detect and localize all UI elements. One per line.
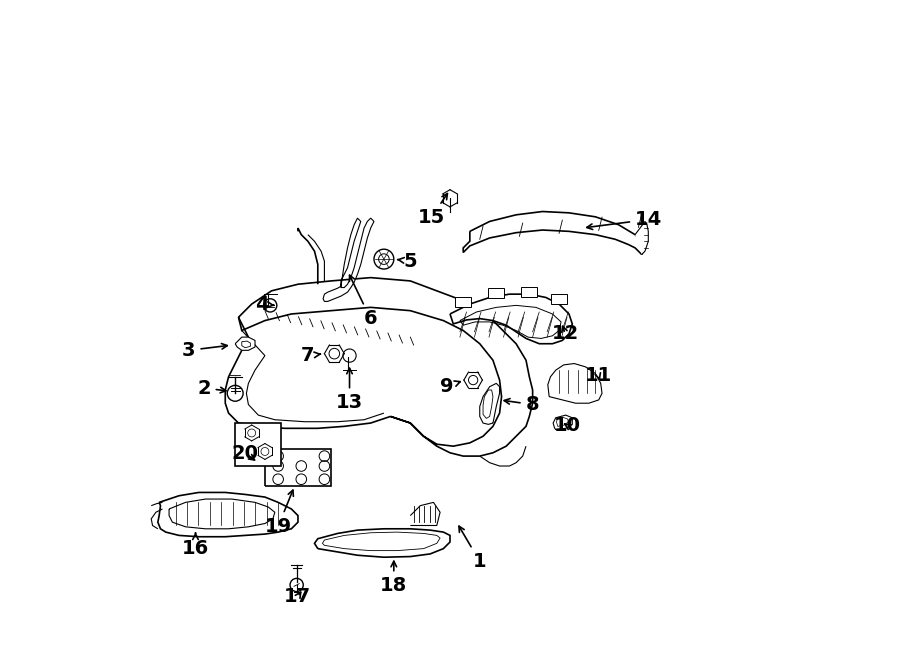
Text: 2: 2: [197, 379, 226, 397]
Text: 16: 16: [182, 533, 209, 558]
PathPatch shape: [554, 415, 572, 430]
PathPatch shape: [323, 218, 374, 301]
FancyBboxPatch shape: [455, 297, 472, 307]
Text: 3: 3: [182, 341, 228, 360]
PathPatch shape: [464, 212, 645, 254]
Circle shape: [227, 385, 243, 401]
Text: 18: 18: [380, 561, 408, 596]
Text: 11: 11: [585, 366, 612, 385]
FancyBboxPatch shape: [235, 423, 282, 466]
Text: 8: 8: [504, 395, 539, 414]
PathPatch shape: [450, 294, 572, 344]
Text: 4: 4: [255, 295, 274, 313]
PathPatch shape: [235, 337, 255, 350]
Text: 7: 7: [301, 346, 320, 365]
FancyBboxPatch shape: [551, 294, 567, 304]
Circle shape: [290, 578, 303, 592]
PathPatch shape: [635, 221, 648, 254]
Text: 6: 6: [349, 275, 377, 328]
Text: 17: 17: [284, 588, 311, 606]
FancyBboxPatch shape: [489, 288, 504, 298]
PathPatch shape: [480, 383, 500, 424]
PathPatch shape: [548, 364, 602, 403]
Text: 1: 1: [459, 526, 487, 571]
PathPatch shape: [238, 278, 533, 456]
FancyBboxPatch shape: [521, 287, 537, 297]
Text: 9: 9: [440, 377, 460, 396]
Text: 19: 19: [265, 490, 293, 536]
PathPatch shape: [158, 492, 298, 537]
Text: 15: 15: [418, 194, 447, 227]
Circle shape: [374, 249, 394, 269]
Text: 5: 5: [398, 252, 417, 270]
PathPatch shape: [410, 502, 440, 525]
Text: 20: 20: [231, 444, 258, 463]
PathPatch shape: [314, 529, 450, 557]
Text: 12: 12: [552, 325, 579, 343]
Text: 10: 10: [554, 416, 580, 435]
Text: 14: 14: [587, 210, 662, 229]
Text: 13: 13: [336, 368, 363, 412]
